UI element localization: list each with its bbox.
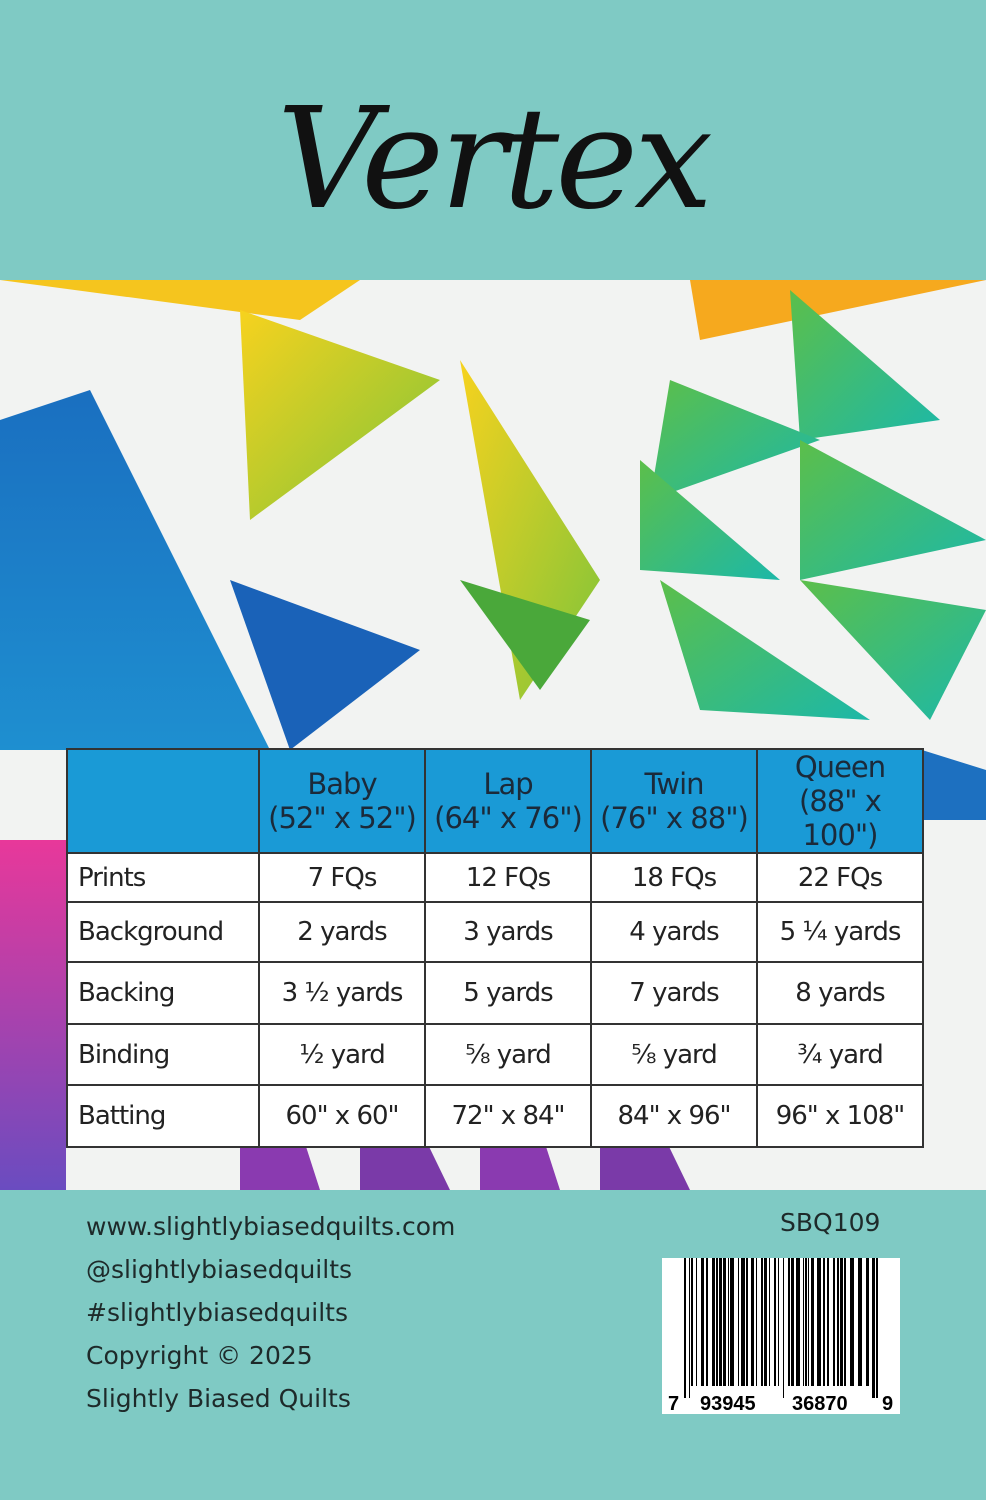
- company-name: Slightly Biased Quilts: [86, 1384, 351, 1413]
- barcode-bar: [805, 1258, 807, 1386]
- instagram-handle: @slightlybiasedquilts: [86, 1255, 353, 1284]
- row-label: Batting: [66, 1084, 260, 1148]
- barcode-bar: [684, 1258, 686, 1398]
- row-label: Background: [66, 901, 260, 963]
- barcode-bar: [778, 1258, 779, 1386]
- table-cell: 96" x 108": [756, 1084, 924, 1148]
- table-cell: 3 yards: [424, 901, 592, 963]
- table-cell: 7 FQs: [258, 852, 426, 903]
- barcode-bar: [719, 1258, 722, 1386]
- table-row: Backing 3 ½ yards 5 yards 7 yards 8 yards: [66, 961, 924, 1025]
- barcode: 7 93945 36870 9: [662, 1258, 900, 1414]
- copyright: Copyright © 2025: [86, 1341, 313, 1370]
- table-cell: ⅝ yard: [424, 1023, 592, 1086]
- barcode-bar: [712, 1258, 715, 1386]
- table-cell: ¾ yard: [756, 1023, 924, 1086]
- row-label: Binding: [66, 1023, 260, 1086]
- barcode-bar: [783, 1258, 784, 1398]
- table-cell: 2 yards: [258, 901, 426, 963]
- barcode-bar: [706, 1258, 708, 1386]
- table-row: Binding ½ yard ⅝ yard ⅝ yard ¾ yard: [66, 1023, 924, 1086]
- barcode-bar: [817, 1258, 821, 1386]
- barcode-bar: [827, 1258, 829, 1386]
- footer-info: www.slightlybiasedquilts.com @slightlybi…: [86, 1205, 455, 1420]
- header-empty: [66, 748, 260, 854]
- barcode-bar: [844, 1258, 846, 1386]
- table-cell: 5 ¼ yards: [756, 901, 924, 963]
- table-cell: 3 ½ yards: [258, 961, 426, 1025]
- barcode-bar: [761, 1258, 763, 1386]
- table-header-row: Baby (52" x 52") Lap (64" x 76") Twin (76" …: [66, 748, 924, 854]
- table-row: Prints 7 FQs 12 FQs 18 FQs 22 FQs: [66, 852, 924, 903]
- table-cell: 8 yards: [756, 961, 924, 1025]
- website-link[interactable]: www.slightlybiasedquilts.com: [86, 1212, 456, 1241]
- barcode-bar: [696, 1258, 697, 1386]
- table-row: Background 2 yards 3 yards 4 yards 5 ¼ yards: [66, 901, 924, 963]
- barcode-bar: [774, 1258, 776, 1386]
- barcode-bar: [823, 1258, 825, 1386]
- table-row: Batting 60" x 60" 72" x 84" 84" x 96" 96" x …: [66, 1084, 924, 1148]
- fabric-requirements-table: Baby (52" x 52") Lap (64" x 76") Twin (76" …: [66, 748, 924, 1148]
- barcode-bar: [811, 1258, 814, 1386]
- header-twin: Twin (76" x 88"): [590, 748, 758, 854]
- barcode-left-digits: 93945: [700, 1393, 756, 1415]
- barcode-bar: [751, 1258, 754, 1386]
- header-lap: Lap (64" x 76"): [424, 748, 592, 854]
- pattern-sku: SBQ109: [780, 1208, 881, 1237]
- barcode-bar: [716, 1258, 718, 1386]
- barcode-first-digit: 7: [668, 1393, 680, 1415]
- table-cell: 60" x 60": [258, 1084, 426, 1148]
- barcode-bar: [872, 1258, 875, 1398]
- barcode-bar: [803, 1258, 804, 1386]
- barcode-bar: [791, 1258, 794, 1386]
- barcode-bars: [684, 1258, 878, 1398]
- hashtag: #slightlybiasedquilts: [86, 1298, 348, 1327]
- table-cell: ⅝ yard: [590, 1023, 758, 1086]
- header-queen: Queen (88" x 100"): [756, 748, 924, 854]
- barcode-bar: [764, 1258, 767, 1386]
- table-cell: 22 FQs: [756, 852, 924, 903]
- barcode-bar: [876, 1258, 878, 1398]
- row-label: Backing: [66, 961, 260, 1025]
- barcode-bar: [858, 1258, 862, 1386]
- barcode-bar: [850, 1258, 854, 1386]
- barcode-bar: [691, 1258, 693, 1386]
- barcode-bar: [756, 1258, 757, 1386]
- barcode-bar: [701, 1258, 704, 1386]
- table-cell: 7 yards: [590, 961, 758, 1025]
- barcode-bar: [840, 1258, 843, 1386]
- barcode-bar: [741, 1258, 745, 1386]
- table-cell: 84" x 96": [590, 1084, 758, 1148]
- barcode-bar: [833, 1258, 835, 1386]
- table-cell: 18 FQs: [590, 852, 758, 903]
- barcode-right-digits: 36870: [792, 1393, 848, 1415]
- pattern-title: Vertex: [276, 78, 713, 241]
- row-label: Prints: [66, 852, 260, 903]
- table-cell: 72" x 84": [424, 1084, 592, 1148]
- barcode-bar: [788, 1258, 790, 1386]
- barcode-bar: [689, 1258, 690, 1398]
- barcode-bar: [746, 1258, 748, 1386]
- table-cell: 5 yards: [424, 961, 592, 1025]
- table-cell: 4 yards: [590, 901, 758, 963]
- table-cell: 12 FQs: [424, 852, 592, 903]
- barcode-bar: [796, 1258, 800, 1386]
- barcode-bar: [738, 1258, 739, 1386]
- barcode-last-digit: 9: [882, 1393, 894, 1415]
- barcode-bar: [723, 1258, 726, 1386]
- table-cell: ½ yard: [258, 1023, 426, 1086]
- barcode-bar: [808, 1258, 809, 1386]
- barcode-bar: [730, 1258, 734, 1386]
- barcode-bar: [769, 1258, 770, 1386]
- header-baby: Baby (52" x 52"): [258, 748, 426, 854]
- barcode-bar: [837, 1258, 839, 1386]
- barcode-bar: [866, 1258, 869, 1386]
- barcode-bar: [728, 1258, 729, 1386]
